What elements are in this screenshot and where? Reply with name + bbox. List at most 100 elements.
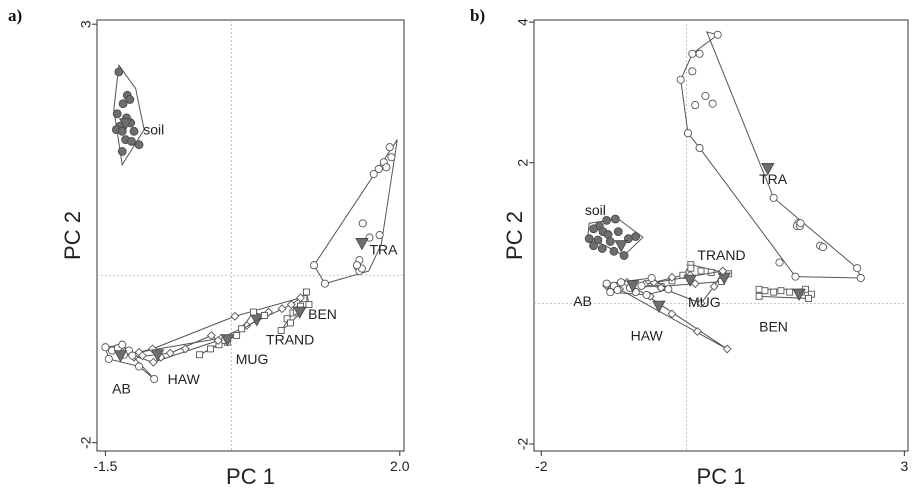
data-point: [309, 261, 319, 270]
data-point: [589, 241, 598, 251]
data-point: [786, 288, 794, 296]
data-point: [375, 231, 384, 240]
data-point: [606, 288, 615, 297]
y-tick-label: 4: [515, 18, 531, 26]
data-point: [320, 279, 329, 288]
data-point: [117, 146, 127, 156]
data-point: [667, 309, 677, 319]
group-ab: AB: [101, 340, 159, 396]
y-tick-label: -2: [78, 436, 94, 449]
group-label: HAW: [631, 328, 664, 344]
data-point: [609, 246, 619, 256]
data-point: [104, 354, 113, 363]
data-point: [696, 298, 706, 308]
group-label: MUG: [236, 351, 269, 367]
data-point: [695, 49, 704, 58]
data-point: [647, 273, 656, 283]
data-point: [777, 287, 785, 295]
data-point: [687, 264, 695, 272]
data-point: [755, 285, 763, 293]
y-tick-label: 3: [78, 20, 94, 28]
centroid-marker: [792, 288, 806, 302]
centroid-marker: [118, 118, 133, 131]
centroid-marker: [761, 162, 775, 176]
data-point: [709, 282, 719, 291]
data-point: [150, 374, 159, 384]
data-point: [589, 224, 598, 234]
group-mug: MUG: [196, 308, 269, 367]
data-point: [853, 264, 862, 273]
data-point: [206, 331, 216, 340]
data-point: [118, 99, 128, 109]
data-point: [385, 143, 394, 152]
data-point: [769, 193, 778, 202]
centroid-marker: [614, 240, 628, 253]
data-point: [118, 340, 127, 349]
data-point: [128, 351, 137, 360]
group-label: soil: [585, 202, 606, 218]
data-point: [127, 136, 136, 146]
data-point: [302, 288, 310, 296]
data-point: [688, 49, 697, 58]
centroid-marker: [355, 238, 369, 251]
centroid-marker: [293, 306, 307, 319]
data-point: [134, 140, 144, 150]
centroid-marker: [150, 349, 165, 362]
data-point: [180, 344, 190, 354]
x-axis-title: PC 1: [697, 464, 746, 489]
data-point: [387, 153, 396, 162]
y-axis-title: PC 2: [502, 211, 527, 260]
group-haw: HAW: [121, 331, 223, 387]
group-ben: BEN: [755, 285, 815, 334]
y-tick-label: -2: [515, 438, 531, 451]
x-tick-label: -2: [535, 458, 548, 474]
data-point: [305, 301, 313, 308]
data-point: [613, 285, 622, 295]
data-point: [695, 143, 704, 153]
panel-label: a): [8, 6, 22, 25]
data-point: [775, 258, 784, 267]
group-label: BEN: [308, 306, 337, 322]
data-point: [374, 164, 383, 174]
group-soil: soil: [584, 202, 644, 260]
data-point: [277, 304, 287, 314]
data-point: [207, 345, 214, 353]
plot-frame: [96, 19, 405, 452]
data-point: [637, 281, 646, 290]
group-soil: soil: [111, 63, 164, 167]
data-point: [701, 91, 710, 100]
data-point: [148, 344, 157, 354]
data-point: [688, 67, 697, 76]
data-point: [770, 288, 778, 296]
group-label: HAW: [168, 371, 201, 387]
data-point: [691, 101, 700, 110]
data-point: [277, 327, 285, 334]
data-point: [287, 319, 294, 327]
group-label: TRA: [370, 241, 399, 257]
data-point: [713, 30, 722, 39]
data-point: [602, 215, 612, 225]
data-point: [818, 243, 828, 252]
group-label: TRAND: [266, 332, 314, 348]
chart-panel-1: a) -1.5 2.0 3 -2 PC 1 PC 2 soil TRA BEN TRAND MUG HA…: [8, 6, 410, 489]
x-tick-label: 3: [900, 458, 908, 474]
group-label: AB: [573, 293, 592, 309]
data-point: [148, 357, 158, 367]
panel-label: b): [470, 6, 485, 25]
plot-frame: [533, 19, 909, 452]
data-point: [125, 95, 135, 104]
data-point: [761, 287, 769, 295]
centroid-marker: [683, 274, 697, 287]
data-point: [602, 279, 611, 288]
data-point: [676, 75, 685, 84]
data-point: [233, 332, 241, 339]
data-point: [230, 311, 240, 321]
data-point: [352, 261, 361, 270]
data-point: [584, 234, 594, 244]
data-point: [664, 285, 673, 294]
data-point: [791, 272, 800, 281]
data-point: [796, 219, 805, 228]
data-point: [135, 362, 144, 371]
y-tick-label: 2: [515, 159, 531, 167]
